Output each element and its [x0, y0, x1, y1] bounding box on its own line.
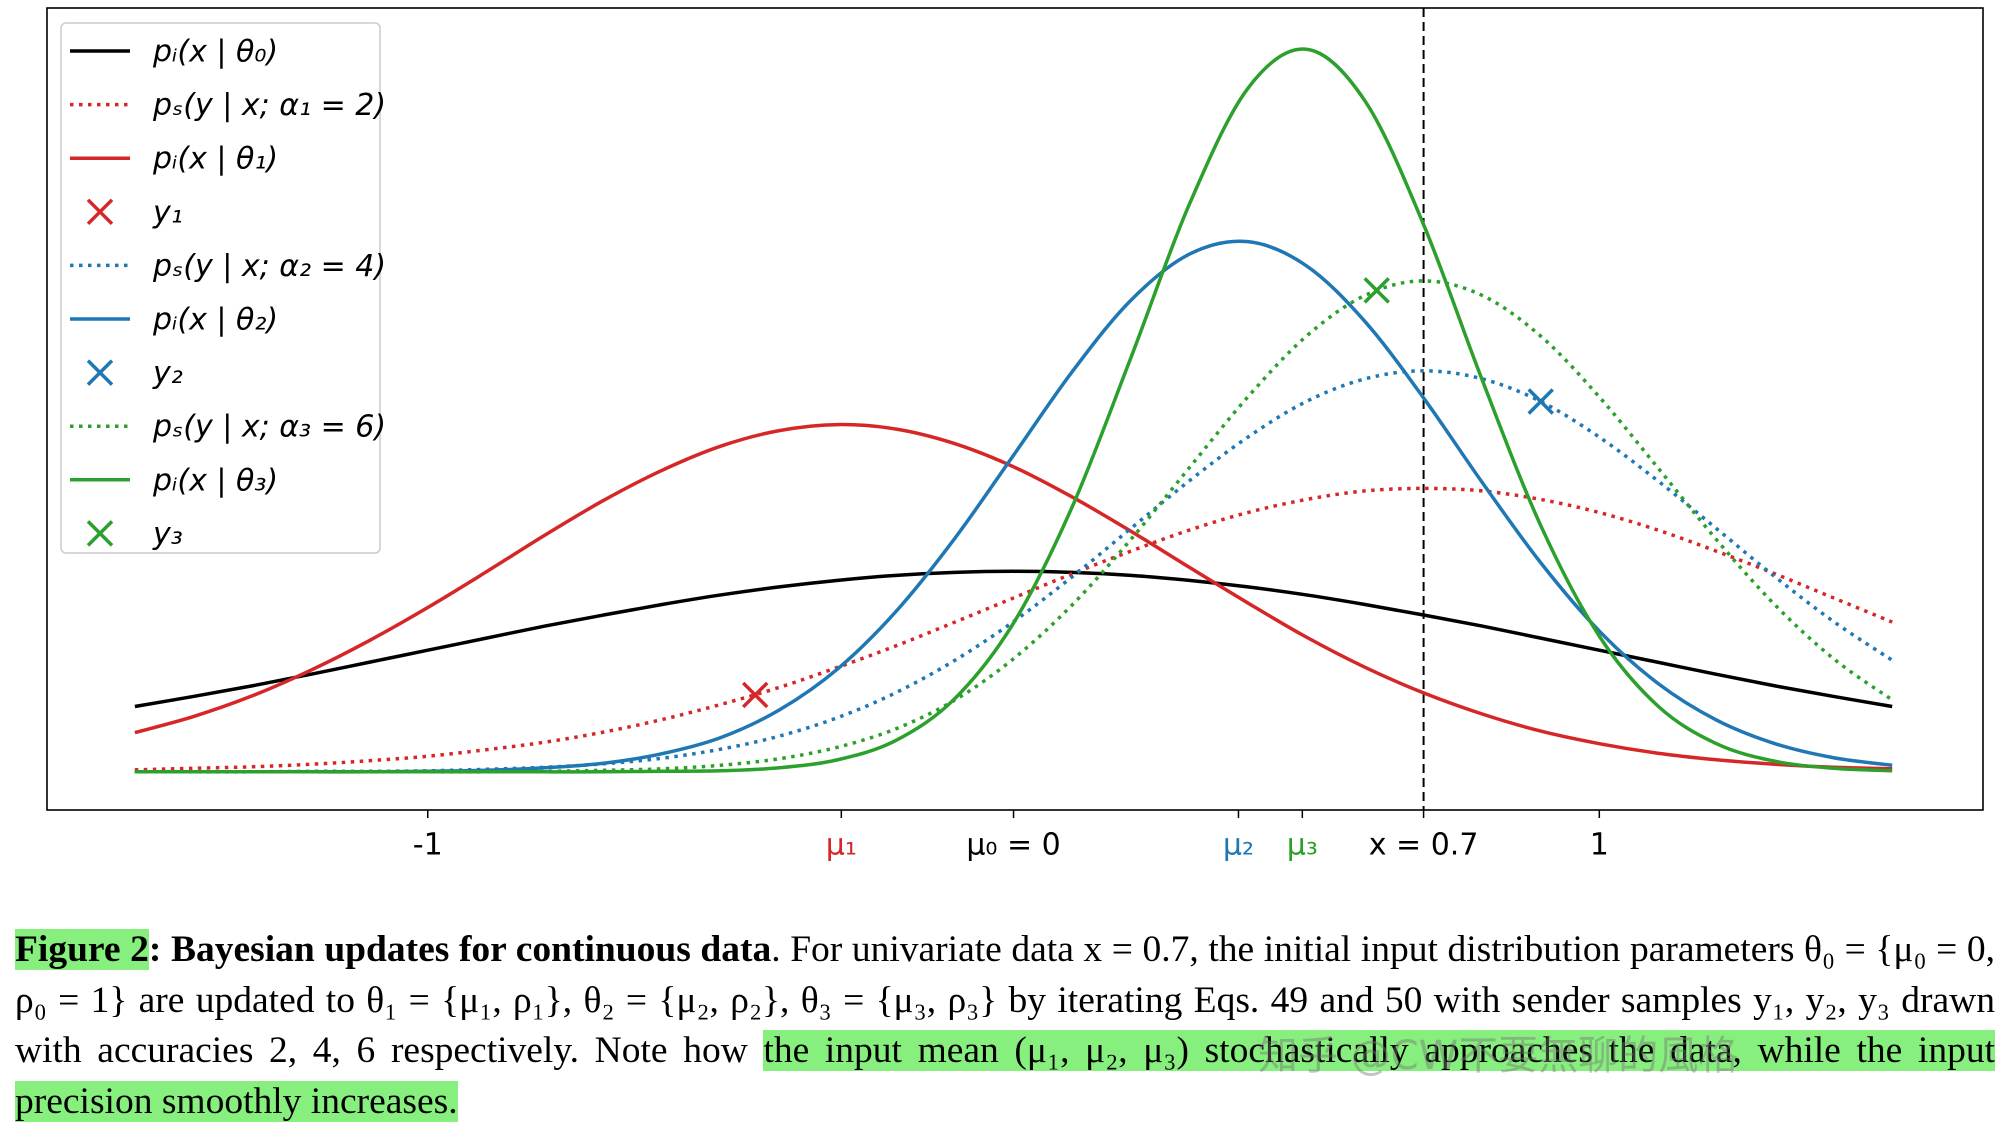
sample-marker — [741, 681, 769, 709]
x-tick-label: μ₂ — [1223, 828, 1254, 863]
legend-label: pₛ(y | x; α₁ = 2) — [152, 88, 386, 123]
legend-label: pₛ(y | x; α₂ = 4) — [152, 249, 386, 284]
watermark: 知乎 @CW不要無聊的風格 — [1258, 1033, 1739, 1079]
x-tick-label: x = 0.7 — [1369, 828, 1479, 863]
legend-label: y₃ — [152, 517, 183, 552]
curve — [134, 239, 1893, 774]
x-tick-label: -1 — [413, 828, 443, 863]
chart: -1 μ₁ μ₀ = 0 μ₂ μ₃ x = 0.7 1 pᵢ(x | θ₀) pₛ(y | x… — [46, 7, 1984, 863]
legend-label: pᵢ(x | θ₁) — [152, 142, 278, 177]
legend-marker — [86, 520, 114, 547]
caption: Figure 2: Bayesian updates for continuou… — [15, 925, 1995, 1127]
legend-label: pₛ(y | x; α₃ = 6) — [152, 410, 386, 445]
plot-frame — [46, 7, 1984, 811]
x-tick-label: 1 — [1590, 828, 1609, 863]
legend-marker — [86, 359, 114, 386]
x-tick-label: μ₀ = 0 — [966, 828, 1060, 863]
dotted-curve — [134, 486, 1893, 772]
legend-label: pᵢ(x | θ₃) — [152, 463, 278, 498]
dotted-curve — [134, 369, 1894, 774]
caption-text: . For univariate data x = 0.7, the initi… — [15, 929, 1996, 1071]
legend-marker — [86, 198, 114, 226]
dotted-curve — [134, 279, 1894, 774]
legend-label: y₂ — [152, 356, 183, 391]
legend-label: y₁ — [152, 195, 183, 230]
curve — [134, 569, 1893, 709]
sample-marker — [1363, 277, 1390, 304]
curve — [134, 47, 1893, 774]
legend-label: pᵢ(x | θ₂) — [152, 303, 278, 338]
x-tick-label: μ₃ — [1287, 828, 1318, 863]
legend-box — [60, 22, 381, 554]
x-tick-label: μ₁ — [826, 828, 857, 863]
caption-label: Figure 2 — [15, 929, 149, 970]
legend-label: pᵢ(x | θ₀) — [152, 35, 278, 70]
curve — [134, 422, 1893, 771]
sample-marker — [1527, 388, 1554, 415]
caption-title: : Bayesian updates for continuous data — [148, 929, 772, 970]
